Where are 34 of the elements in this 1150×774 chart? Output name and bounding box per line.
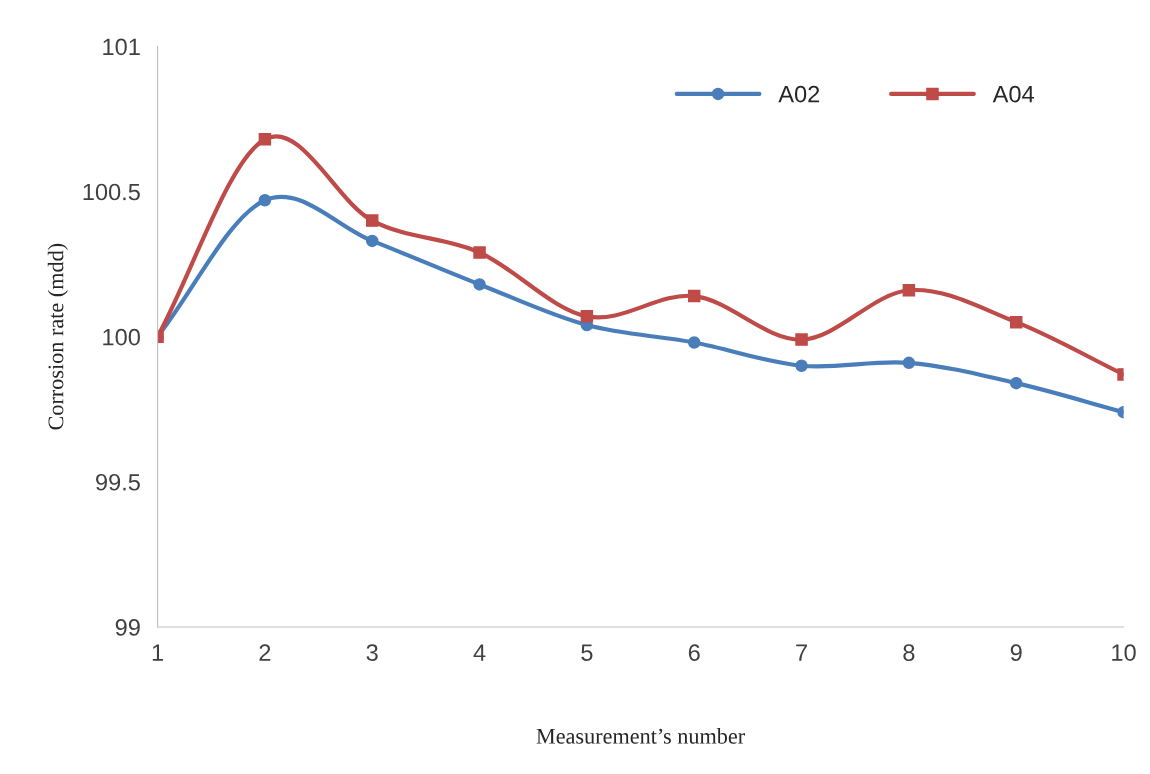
x-tick-label: 6 [688,644,700,661]
y-tick-label: 100.5 [83,183,140,201]
point [580,310,594,323]
y-tick-label: 100 [103,328,140,346]
x-tick-label: 8 [903,644,915,661]
point [1009,315,1023,329]
point [795,333,808,346]
point [258,194,272,207]
point [473,278,486,291]
point [1009,376,1023,390]
point [687,336,701,349]
legend-label: A04 [992,85,1034,103]
y-tick-label: 99 [115,619,140,636]
x-tick-label: 3 [366,644,378,661]
x-tick-label: 2 [259,644,271,661]
x-tick-label: 1 [152,644,163,661]
point [473,246,486,259]
point [365,234,379,248]
x-tick-label: 9 [1010,644,1022,661]
legend-label: A02 [778,85,820,103]
x-tick-label: 5 [581,644,593,661]
x-tick-label: 10 [1112,644,1136,661]
x-tick-label: 7 [796,644,807,661]
x-tick-label: 4 [473,644,486,661]
point [902,356,916,370]
y-tick-label: 101 [103,38,140,56]
point [902,283,916,297]
x-axis-title: Measurement’s number [536,728,745,744]
point [687,289,701,303]
point [795,359,808,372]
y-axis-title: Corrosion rate (mdd) [47,243,68,430]
point [365,214,379,227]
y-tick-label: 99.5 [96,473,140,491]
point [258,133,272,146]
